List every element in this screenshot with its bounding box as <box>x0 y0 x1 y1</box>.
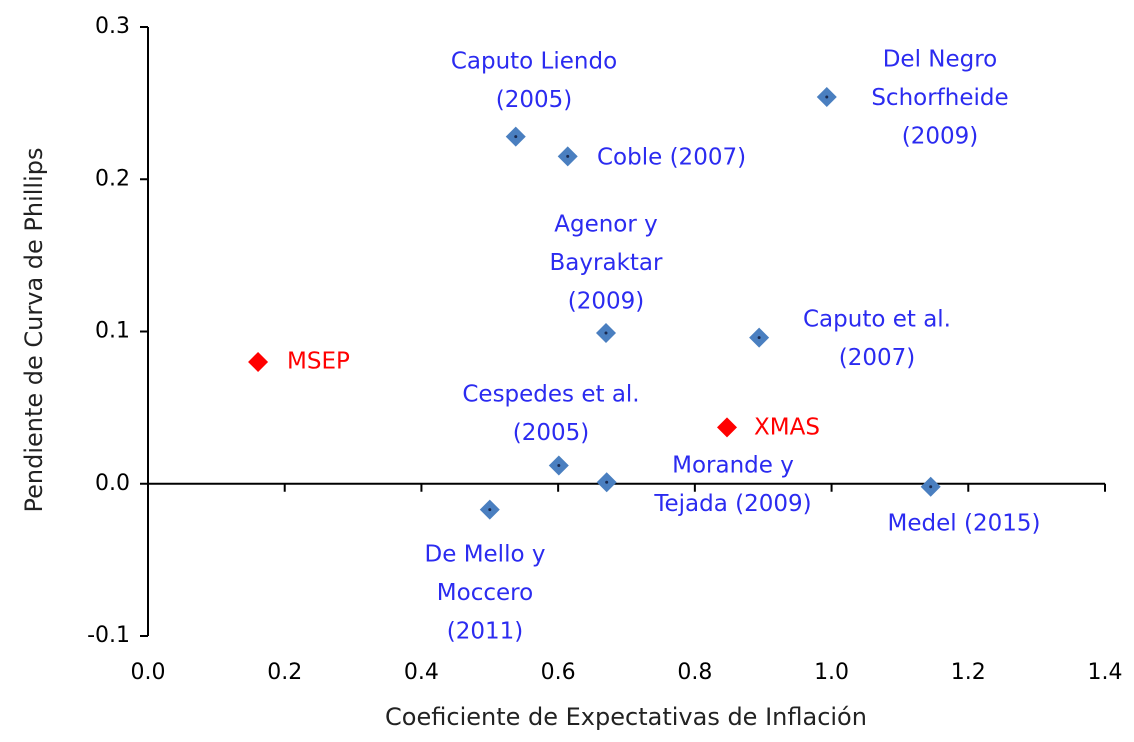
point-center <box>757 336 761 340</box>
x-tick-label: 1.2 <box>951 660 986 685</box>
x-tick-label: 1.4 <box>1088 660 1123 685</box>
point-label: (2009) <box>902 124 978 150</box>
point-label: Cespedes et al. <box>462 382 639 408</box>
point-label: (2007) <box>839 345 915 371</box>
point-center <box>566 154 570 158</box>
point-center <box>929 485 933 489</box>
y-tick-label: 0.2 <box>95 166 130 191</box>
point-center <box>557 463 561 467</box>
x-tick-label: 0.4 <box>404 660 439 685</box>
point-label: XMAS <box>754 415 820 441</box>
x-tick-label: 0.8 <box>677 660 712 685</box>
point-label: Medel (2015) <box>888 511 1041 537</box>
point-label: MSEP <box>287 349 350 375</box>
point-label: Schorfheide <box>871 85 1008 111</box>
y-tick-label: 0.3 <box>95 14 130 39</box>
point-label: Moccero <box>437 580 533 606</box>
x-tick-label: 0.2 <box>267 660 302 685</box>
point-label: Caputo Liendo <box>451 49 617 75</box>
point-center <box>514 135 518 139</box>
x-tick-label: 0.0 <box>131 660 166 685</box>
point-label: Agenor y <box>554 212 658 238</box>
y-tick-label: 0.0 <box>95 471 130 496</box>
point-label: (2009) <box>568 289 644 315</box>
point-center <box>825 95 829 99</box>
x-tick-label: 0.6 <box>541 660 576 685</box>
point-label: Bayraktar <box>550 250 663 276</box>
point-label: Del Negro <box>883 47 998 73</box>
point-center <box>605 480 609 484</box>
point-label: Morande y <box>672 453 794 479</box>
point <box>248 351 269 372</box>
x-axis-title: Coeficiente de Expectativas de Inflación <box>385 703 867 731</box>
point-label: Coble (2007) <box>597 145 746 171</box>
point <box>716 417 737 438</box>
x-tick-label: 1.0 <box>814 660 849 685</box>
point-label: (2011) <box>447 619 523 645</box>
point-center <box>488 508 492 512</box>
point-label: (2005) <box>513 420 589 446</box>
y-axis-title: Pendiente de Curva de Phillips <box>20 147 48 512</box>
point-label: Caputo et al. <box>803 307 951 333</box>
point-label: De Mello y <box>425 542 546 568</box>
point-center <box>604 331 608 335</box>
y-tick-label: -0.1 <box>87 623 130 648</box>
point-label: (2005) <box>496 87 572 113</box>
point-label: Tejada (2009) <box>653 491 811 517</box>
y-tick-label: 0.1 <box>95 319 130 344</box>
